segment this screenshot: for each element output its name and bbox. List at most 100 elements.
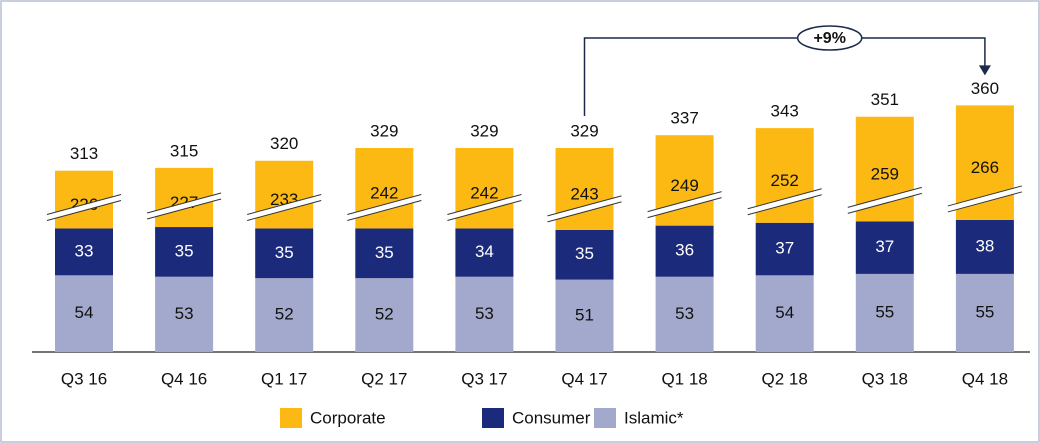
bar-segment (755, 222, 814, 276)
total-label: 360 (971, 79, 999, 98)
x-tick-label: Q4 17 (561, 369, 607, 388)
value-label: 36 (675, 241, 694, 260)
axis-break-line (647, 191, 722, 213)
legend-swatch (280, 408, 302, 428)
value-label: 35 (175, 241, 194, 260)
axis-break-line (447, 199, 522, 221)
value-label: 53 (675, 304, 694, 323)
total-label: 320 (270, 134, 298, 153)
bar-segment (755, 275, 814, 352)
bar-segment (155, 276, 214, 352)
bar-segment (955, 273, 1014, 352)
axis-break (847, 187, 922, 214)
x-tick-label: Q1 18 (661, 369, 707, 388)
legend-swatch (482, 408, 504, 428)
bar-segment (455, 228, 514, 277)
bar-segment (855, 273, 914, 352)
value-label: 37 (875, 237, 894, 256)
axis-break (947, 185, 1022, 212)
annotation-text: +9% (813, 30, 845, 47)
axis-break-line (347, 193, 422, 215)
axis-break-line (647, 197, 722, 219)
axis-break-line (947, 185, 1023, 207)
bar-segment (455, 276, 514, 352)
axis-break-line (447, 193, 522, 215)
value-label: 242 (370, 184, 398, 203)
axis-break-line (547, 195, 622, 217)
bar-segment (55, 275, 113, 352)
value-label: 35 (275, 243, 294, 262)
total-label: 337 (670, 109, 698, 128)
total-label: 329 (370, 121, 398, 140)
axis-break (447, 194, 522, 221)
x-tick-label: Q4 16 (161, 369, 207, 388)
axis-break-line (847, 192, 922, 214)
x-tick-label: Q2 17 (361, 369, 407, 388)
axis-break-line (247, 199, 322, 221)
value-label: 53 (175, 304, 194, 323)
value-label: 55 (875, 302, 894, 321)
total-label: 351 (871, 90, 899, 109)
value-label: 259 (871, 165, 899, 184)
axis-break (747, 188, 822, 215)
value-label: 52 (275, 305, 294, 324)
bar-segment (655, 276, 714, 352)
value-label: 243 (570, 184, 598, 203)
bar-segment (155, 227, 214, 277)
x-tick-label: Q3 18 (862, 369, 908, 388)
axis-break-line (347, 199, 422, 221)
bar-segment (655, 225, 714, 277)
value-label: 35 (575, 244, 594, 263)
value-label: 242 (470, 184, 498, 203)
legend-label: Consumer (512, 408, 591, 427)
axis-break-line (46, 199, 122, 221)
x-tick-label: Q1 17 (261, 369, 307, 388)
axis-break (247, 194, 322, 221)
x-tick-label: Q4 18 (962, 369, 1008, 388)
value-label: 266 (971, 158, 999, 177)
legend-label: Islamic* (624, 408, 684, 427)
value-label: 53 (475, 304, 494, 323)
value-label: 252 (771, 171, 799, 190)
axis-break (647, 191, 722, 218)
axis-break (347, 194, 422, 221)
value-label: 54 (75, 303, 94, 322)
axis-break-line (146, 192, 222, 214)
x-tick-label: Q3 16 (61, 369, 107, 388)
bar-segment (955, 219, 1014, 274)
value-label: 38 (975, 236, 994, 255)
legend-label: Corporate (310, 408, 386, 427)
bar-segment (255, 228, 314, 279)
x-tick-label: Q3 17 (461, 369, 507, 388)
value-label: 34 (475, 242, 494, 261)
arrow-head (978, 65, 991, 76)
axis-break-line (847, 186, 922, 208)
x-tick-label: Q2 18 (762, 369, 808, 388)
bar-segment (55, 228, 113, 276)
total-label: 313 (70, 144, 98, 163)
axis-break (547, 195, 622, 222)
axis-break-line (247, 193, 322, 215)
value-label: 37 (775, 239, 794, 258)
value-label: 54 (775, 303, 794, 322)
bar-segment (555, 229, 614, 280)
axis-break-line (747, 194, 822, 216)
bar-segment (355, 228, 414, 279)
axis-break-line (747, 188, 822, 210)
bar-segment (255, 278, 314, 352)
bar-segment (355, 278, 414, 352)
value-label: 35 (375, 243, 394, 262)
axis-break (47, 194, 121, 221)
value-label: 51 (575, 305, 594, 324)
annotation-arrow (583, 37, 986, 116)
bar-segment (255, 160, 314, 229)
total-label: 343 (771, 102, 799, 121)
annotation-oval (796, 25, 863, 51)
value-label: 52 (375, 305, 394, 324)
total-label: 329 (570, 121, 598, 140)
axis-break-line (947, 191, 1023, 213)
total-label: 329 (470, 121, 498, 140)
axis-break-line (547, 201, 622, 223)
